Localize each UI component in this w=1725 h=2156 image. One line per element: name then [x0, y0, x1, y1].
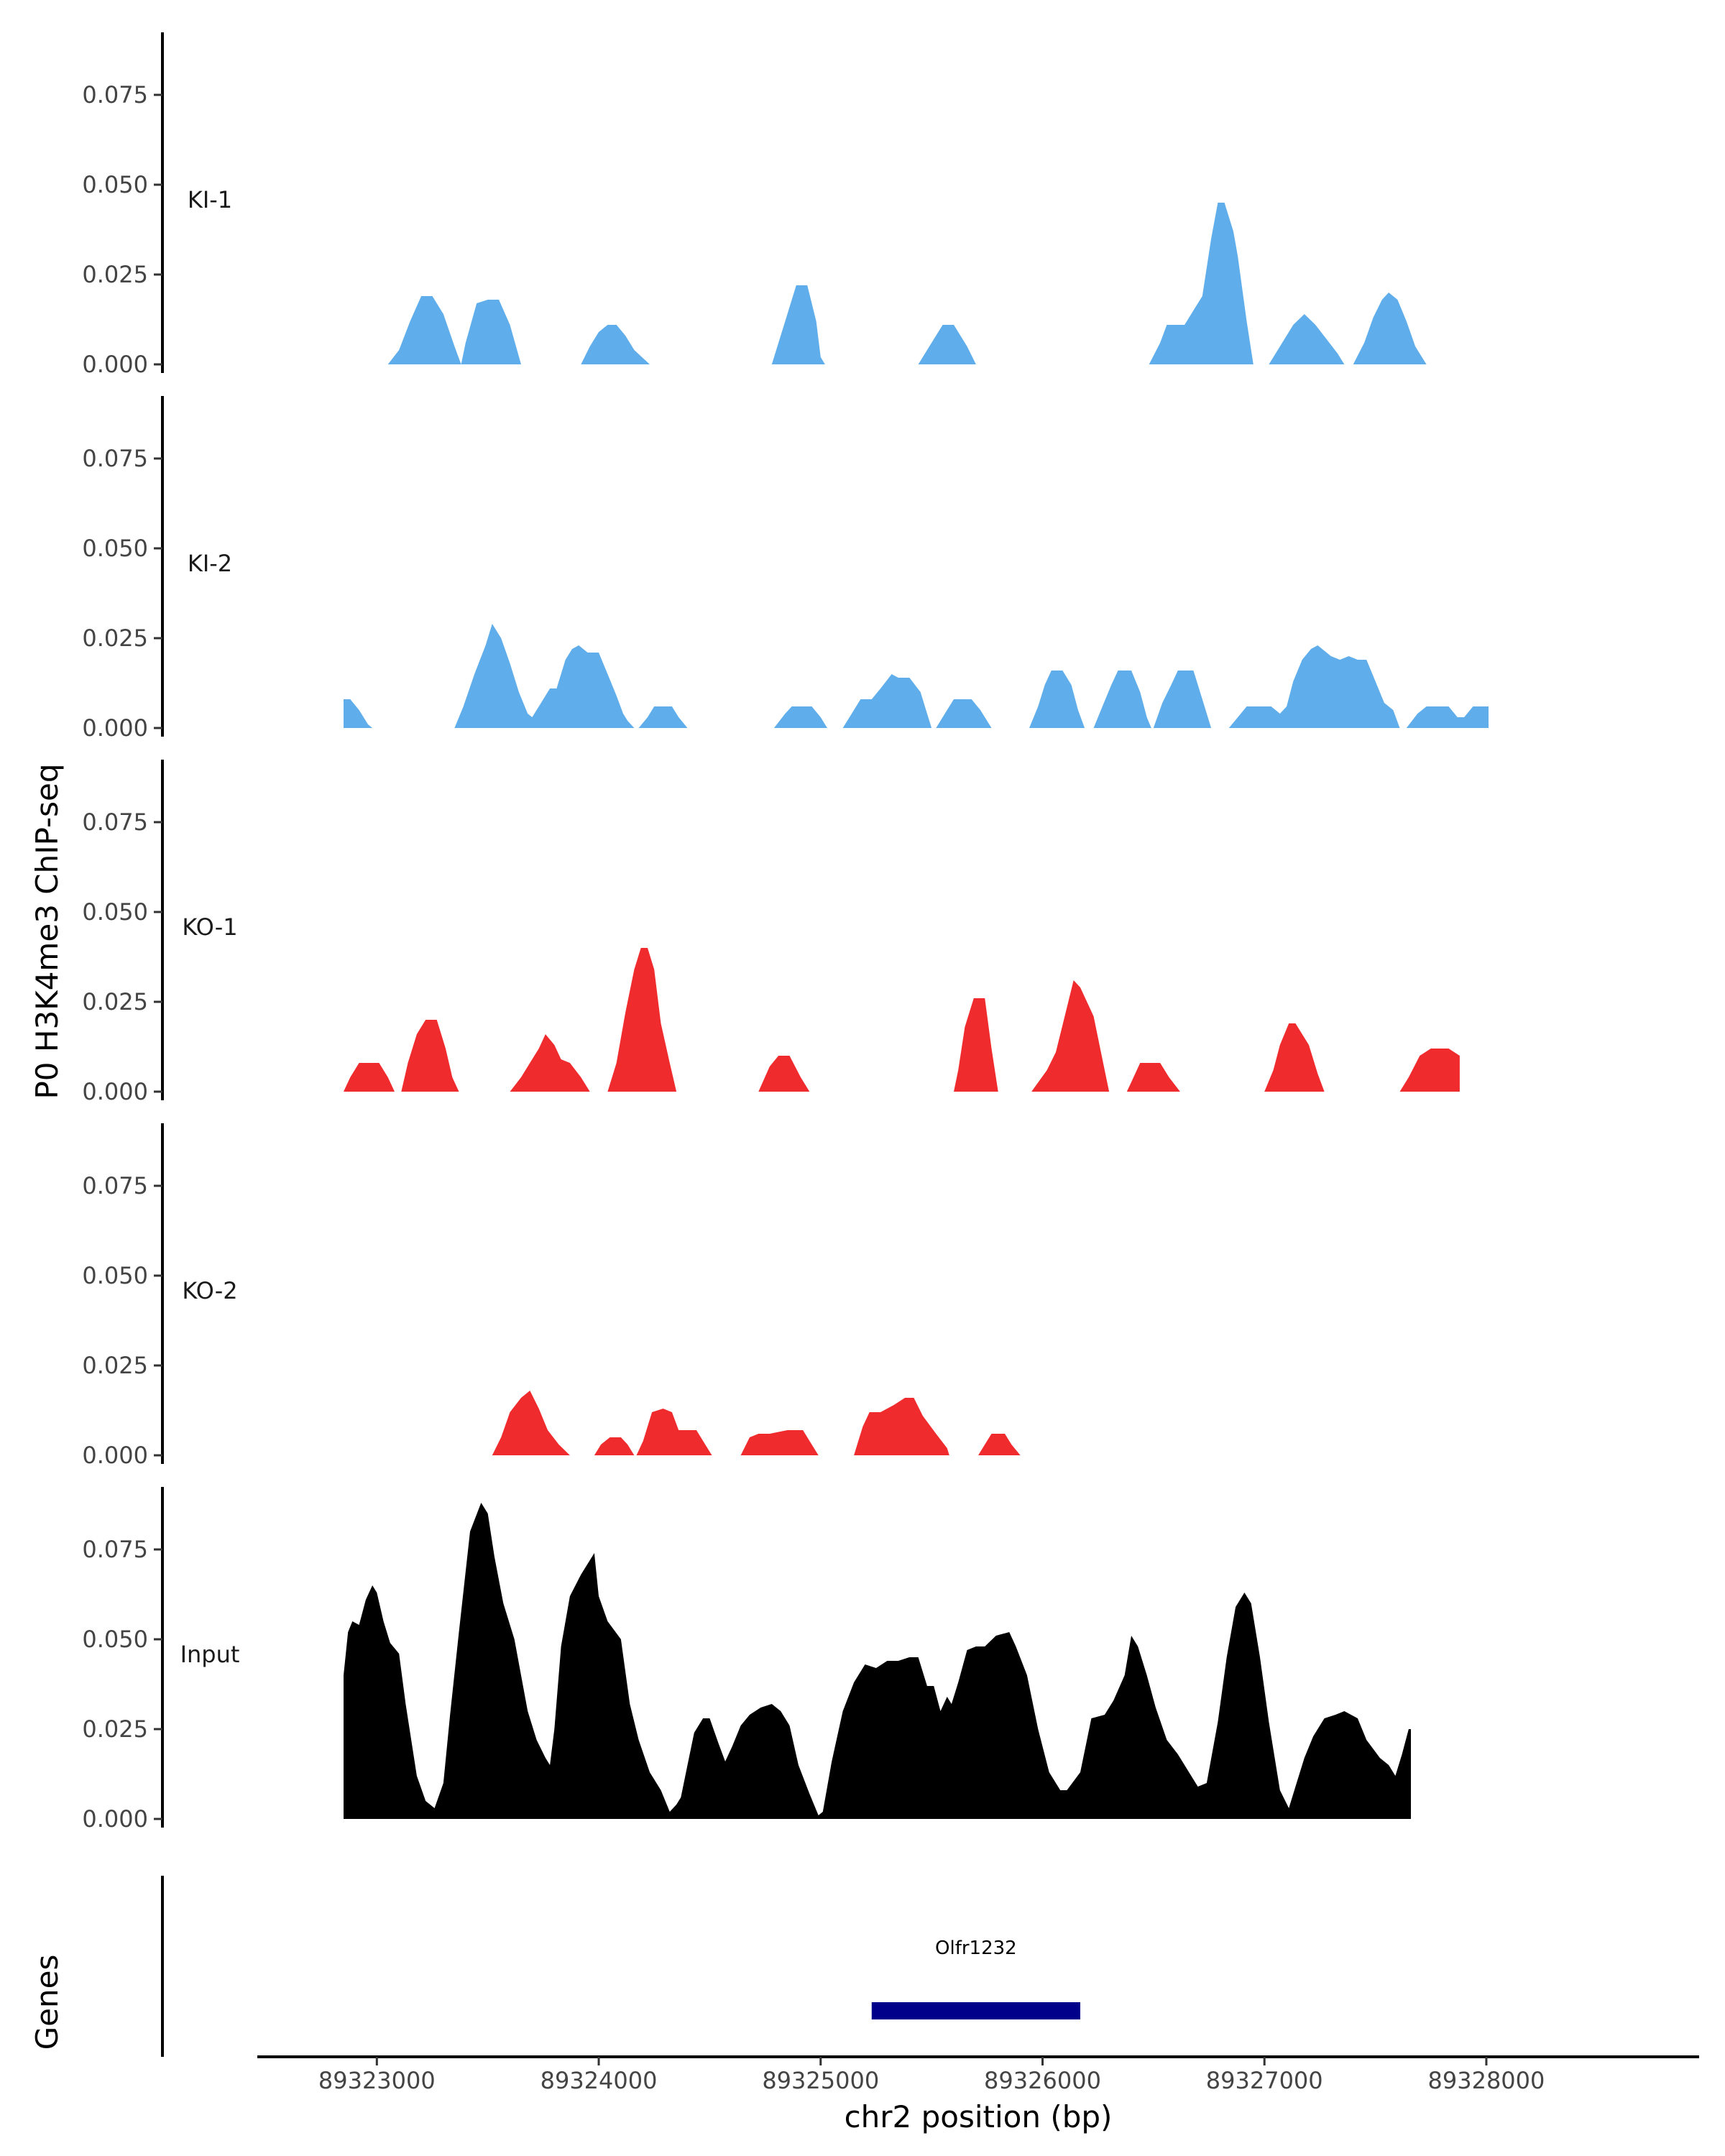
track-label: Input: [180, 1641, 240, 1668]
coverage-area: [638, 706, 688, 728]
y-tick-label: 0.025: [82, 261, 148, 288]
y-tick-label: 0.050: [82, 1262, 148, 1289]
coverage-area: [401, 1020, 459, 1092]
track-label: KI-2: [188, 550, 232, 577]
coverage-area: [954, 998, 998, 1092]
y-tick-label: 0.050: [82, 898, 148, 926]
track-label: KO-1: [182, 913, 237, 941]
track-input: 0.000 0.025 0.050 0.075 Input: [82, 1487, 1411, 1833]
track-ko-2: 0.000 0.025 0.050 0.075 KO-2: [82, 1123, 1021, 1469]
y-tick-label: 0.025: [82, 1352, 148, 1379]
y-tick-label: 0.075: [82, 81, 148, 109]
track-ki-2: 0.000 0.025 0.050 0.075 KI-2: [82, 396, 1489, 742]
coverage-area: [1269, 314, 1345, 364]
coverage-area: [636, 1409, 712, 1455]
coverage-area: [918, 325, 976, 364]
gene-model-bar: [871, 2002, 1080, 2019]
coverage-area: [344, 1503, 1411, 1819]
x-axis: 89323000 89324000 89325000 89326000 89327000…: [257, 2055, 1699, 2094]
y-tick-label: 0.075: [82, 1172, 148, 1199]
track-label: KI-1: [188, 186, 232, 213]
coverage-area: [1264, 1023, 1325, 1092]
coverage-area: [1149, 203, 1254, 364]
coverage-area: [1153, 671, 1212, 728]
x-tick-label: 89324000: [540, 2067, 658, 2094]
x-tick-label: 89325000: [762, 2067, 879, 2094]
y-tick-label: 0.025: [82, 1715, 148, 1743]
coverage-area: [978, 1434, 1021, 1455]
y-axis-title: P0 H3K4me3 ChIP-seq: [29, 763, 65, 1099]
y-tick-label: 0.075: [82, 445, 148, 472]
track-label: KO-2: [182, 1277, 237, 1304]
x-tick-label: 89328000: [1428, 2067, 1545, 2094]
coverage-area: [344, 1063, 395, 1092]
coverage-area: [758, 1056, 810, 1092]
coverage-area: [387, 296, 521, 364]
y-tick-label: 0.000: [82, 1442, 148, 1469]
coverage-area: [1093, 671, 1151, 728]
coverage-area: [773, 706, 827, 728]
y-tick-label: 0.075: [82, 1536, 148, 1563]
y-tick-label: 0.050: [82, 1626, 148, 1653]
y-tick-label: 0.000: [82, 1078, 148, 1105]
coverage-area: [1126, 1063, 1180, 1092]
x-tick-label: 89326000: [984, 2067, 1101, 2094]
coverage-area: [771, 285, 825, 364]
y-tick-label: 0.025: [82, 988, 148, 1015]
y-tick-label: 0.000: [82, 1805, 148, 1833]
y-tick-label: 0.000: [82, 351, 148, 378]
x-tick-label: 89327000: [1206, 2067, 1323, 2094]
y-tick-label: 0.075: [82, 808, 148, 836]
y-tick-label: 0.025: [82, 625, 148, 652]
coverage-area: [936, 699, 992, 728]
x-tick-label: 89323000: [318, 2067, 436, 2094]
coverage-area: [492, 1391, 570, 1455]
gene-panel: Olfr1232: [161, 1876, 1080, 2057]
coverage-area: [454, 624, 635, 728]
coverage-area: [594, 1437, 635, 1455]
coverage-area: [581, 325, 650, 364]
coverage-area: [854, 1398, 949, 1455]
track-ki-1: 0.000 0.025 0.050 0.075 KI-1: [82, 32, 1427, 378]
coverage-area: [1031, 980, 1110, 1092]
track-ko-1: 0.000 0.025 0.050 0.075 KO-1: [82, 760, 1460, 1105]
coverage-area: [607, 948, 677, 1092]
coverage-area: [1029, 671, 1085, 728]
y-tick-label: 0.050: [82, 171, 148, 198]
y-tick-label: 0.000: [82, 714, 148, 742]
coverage-area: [1399, 1049, 1460, 1092]
coverage-area: [1406, 706, 1489, 728]
x-axis-title: chr2 position (bp): [845, 2099, 1113, 2134]
coverage-area: [842, 674, 932, 728]
coverage-area: [1228, 645, 1400, 728]
coverage-area: [510, 1034, 590, 1092]
y-tick-label: 0.050: [82, 535, 148, 562]
gene-label: Olfr1232: [935, 1938, 1017, 1959]
coverage-area: [1353, 292, 1427, 364]
coverage-area: [344, 699, 373, 728]
coverage-area: [740, 1430, 819, 1455]
gene-panel-label: Genes: [29, 1955, 65, 2050]
tracks-layer: 0.0000.0250.0500.075KI-10.0000.0250.0500…: [82, 32, 1489, 1833]
